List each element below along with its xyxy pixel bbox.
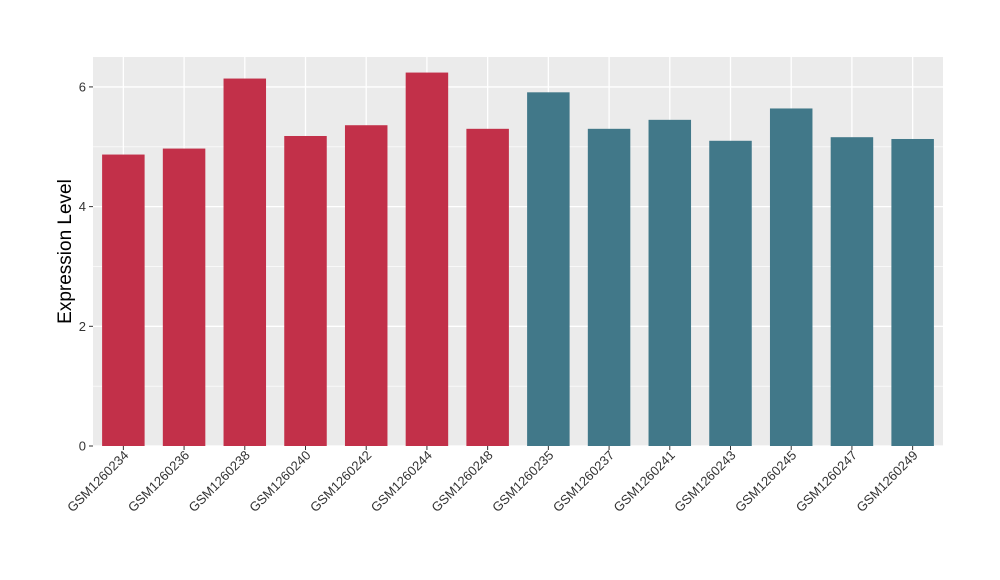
bar-GSM1260245 [769,108,813,447]
bar-GSM1260234 [102,154,145,446]
bar-GSM1260240 [284,135,327,446]
x-tick-label: GSM1260238 [186,448,253,515]
x-tick-label: GSM1260248 [428,448,495,515]
x-tick-label: GSM1260236 [125,448,192,515]
bar-GSM1260237 [587,128,631,447]
x-tick-label: GSM1260237 [550,448,617,515]
x-tick-label: GSM1260245 [732,448,799,515]
bar-GSM1260241 [648,119,692,446]
bar-GSM1260247 [830,137,874,446]
bar-GSM1260235 [527,92,570,446]
bar-GSM1260243 [709,140,752,447]
bar-GSM1260242 [344,125,388,447]
y-tick-label: 0 [79,439,86,454]
x-tick-label: GSM1260241 [611,448,678,515]
y-tick-label: 2 [79,319,86,334]
bar-GSM1260236 [162,148,206,446]
x-tick-label: GSM1260247 [793,448,860,515]
bars [102,72,934,447]
bar-GSM1260248 [466,128,509,447]
bar-GSM1260244 [405,72,449,446]
x-tick-label: GSM1260244 [368,448,435,515]
plot-panel [93,57,943,446]
x-tick-label: GSM1260242 [307,448,374,515]
x-tick-label: GSM1260240 [246,448,313,515]
x-tick-label: GSM1260235 [489,448,556,515]
bar-GSM1260238 [223,78,267,446]
x-tick-label: GSM1260243 [671,448,738,515]
y-axis-title: Expression Level [55,179,76,324]
y-tick-label: 6 [79,79,86,94]
bar-GSM1260249 [891,138,934,446]
x-tick-label: GSM1260249 [853,448,920,515]
x-tick-label: GSM1260234 [64,448,131,515]
y-tick-label: 4 [79,199,86,214]
x-axis: GSM1260234GSM1260236GSM1260238GSM1260240… [64,446,921,515]
y-axis: 0 2 4 6 [79,79,93,454]
